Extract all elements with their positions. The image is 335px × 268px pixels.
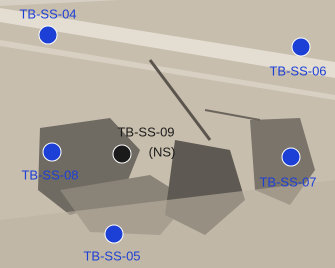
point-label: TB-SS-05: [83, 248, 140, 263]
sample-point: [292, 38, 310, 56]
sample-point: [282, 148, 300, 166]
page: {"map": {"points": [ {"label": "TB-SS-04…: [0, 0, 335, 268]
point-label: TB-SS-06: [269, 63, 326, 78]
sample-point: [105, 225, 123, 243]
sample-point: [39, 26, 57, 44]
point-note: (NS): [149, 144, 176, 159]
sample-point: [43, 143, 61, 161]
map: TB-SS-04 TB-SS-06 TB-SS-08 TB-SS-09 (NS) TB-S…: [0, 0, 335, 268]
point-label: TB-SS-07: [259, 174, 316, 189]
point-label: TB-SS-09: [117, 124, 174, 139]
point-label: TB-SS-04: [19, 6, 76, 21]
sample-point: [113, 145, 131, 163]
point-label: TB-SS-08: [21, 167, 78, 182]
